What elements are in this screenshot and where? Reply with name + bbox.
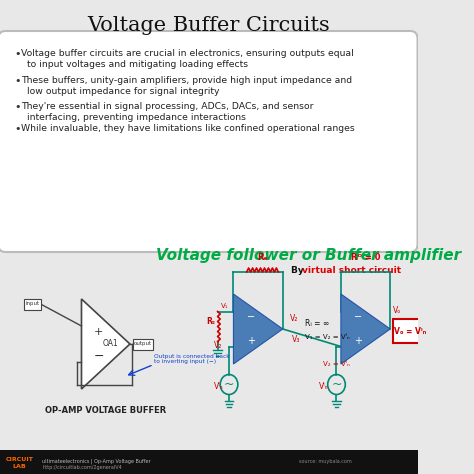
- Text: source: muybala.com: source: muybala.com: [300, 459, 352, 465]
- Text: Vₒ: Vₒ: [393, 306, 401, 315]
- Text: OA1: OA1: [102, 339, 118, 348]
- Text: ~: ~: [331, 378, 342, 391]
- Text: While invaluable, they have limitations like confined operational ranges: While invaluable, they have limitations …: [21, 124, 355, 133]
- Text: +: +: [354, 336, 362, 346]
- Text: Output is connected back
to inverting input (−): Output is connected back to inverting in…: [154, 354, 229, 365]
- Text: V₁ = V₂ = Vᴵₙ: V₁ = V₂ = Vᴵₙ: [305, 334, 349, 340]
- FancyBboxPatch shape: [393, 319, 428, 343]
- Text: −: −: [246, 312, 255, 322]
- Polygon shape: [341, 294, 390, 364]
- Text: +: +: [246, 336, 255, 346]
- Polygon shape: [233, 294, 283, 364]
- FancyBboxPatch shape: [24, 299, 41, 310]
- Text: •: •: [14, 76, 20, 86]
- Text: Voltage buffer circuits are crucial in electronics, ensuring outputs equal
  to : Voltage buffer circuits are crucial in e…: [21, 49, 354, 70]
- Text: ~: ~: [224, 378, 234, 391]
- Text: Rₛ: Rₛ: [206, 317, 215, 326]
- Text: V₂: V₂: [214, 341, 223, 350]
- Text: −: −: [354, 312, 362, 322]
- Text: •: •: [14, 102, 20, 112]
- FancyBboxPatch shape: [133, 338, 153, 349]
- Bar: [0, 450, 418, 474]
- Text: virtual short circuit: virtual short circuit: [302, 266, 401, 275]
- Text: CIRCUIT: CIRCUIT: [5, 457, 33, 462]
- Bar: [0, 244, 418, 474]
- Text: Voltage Buffer Circuits: Voltage Buffer Circuits: [87, 16, 330, 35]
- Text: Rᵢ = ∞: Rᵢ = ∞: [305, 319, 329, 328]
- Text: http://circuitlab.com/2generalV4: http://circuitlab.com/2generalV4: [42, 465, 122, 470]
- Text: Rₑ: Rₑ: [257, 253, 268, 262]
- Text: V₂ = Vᴵₙ: V₂ = Vᴵₙ: [323, 362, 350, 367]
- Text: ultimateelectronics | Op-Amp Voltage Buffer: ultimateelectronics | Op-Amp Voltage Buf…: [42, 458, 151, 464]
- Text: V₁: V₁: [221, 303, 228, 310]
- Text: •: •: [14, 124, 20, 134]
- Bar: [2, 452, 37, 472]
- Text: V₃: V₃: [292, 335, 300, 344]
- Text: −: −: [93, 349, 104, 363]
- Polygon shape: [82, 299, 130, 389]
- Text: Vᴵₙ: Vᴵₙ: [319, 382, 329, 391]
- Text: These buffers, unity-gain amplifiers, provide high input impedance and
  low out: These buffers, unity-gain amplifiers, pr…: [21, 76, 352, 96]
- Text: +: +: [94, 327, 103, 337]
- Text: Vₒ = Vᴵₙ: Vₒ = Vᴵₙ: [394, 327, 427, 336]
- Text: •: •: [14, 49, 20, 59]
- Text: LAB: LAB: [12, 464, 26, 469]
- Text: They're essential in signal processing, ADCs, DACs, and sensor
  interfacing, pr: They're essential in signal processing, …: [21, 102, 314, 122]
- Text: V₂: V₂: [290, 314, 298, 323]
- Text: output: output: [134, 341, 152, 346]
- Text: By: By: [291, 266, 307, 275]
- Text: Voltage follower or Buffer amplifier: Voltage follower or Buffer amplifier: [156, 248, 461, 263]
- Text: OP-AMP VOLTAGE BUFFER: OP-AMP VOLTAGE BUFFER: [45, 406, 166, 415]
- Text: Rᴼ = 0: Rᴼ = 0: [351, 253, 380, 262]
- Text: input: input: [26, 301, 40, 307]
- FancyBboxPatch shape: [0, 31, 418, 252]
- Text: Vᴵₙ: Vᴵₙ: [214, 382, 223, 391]
